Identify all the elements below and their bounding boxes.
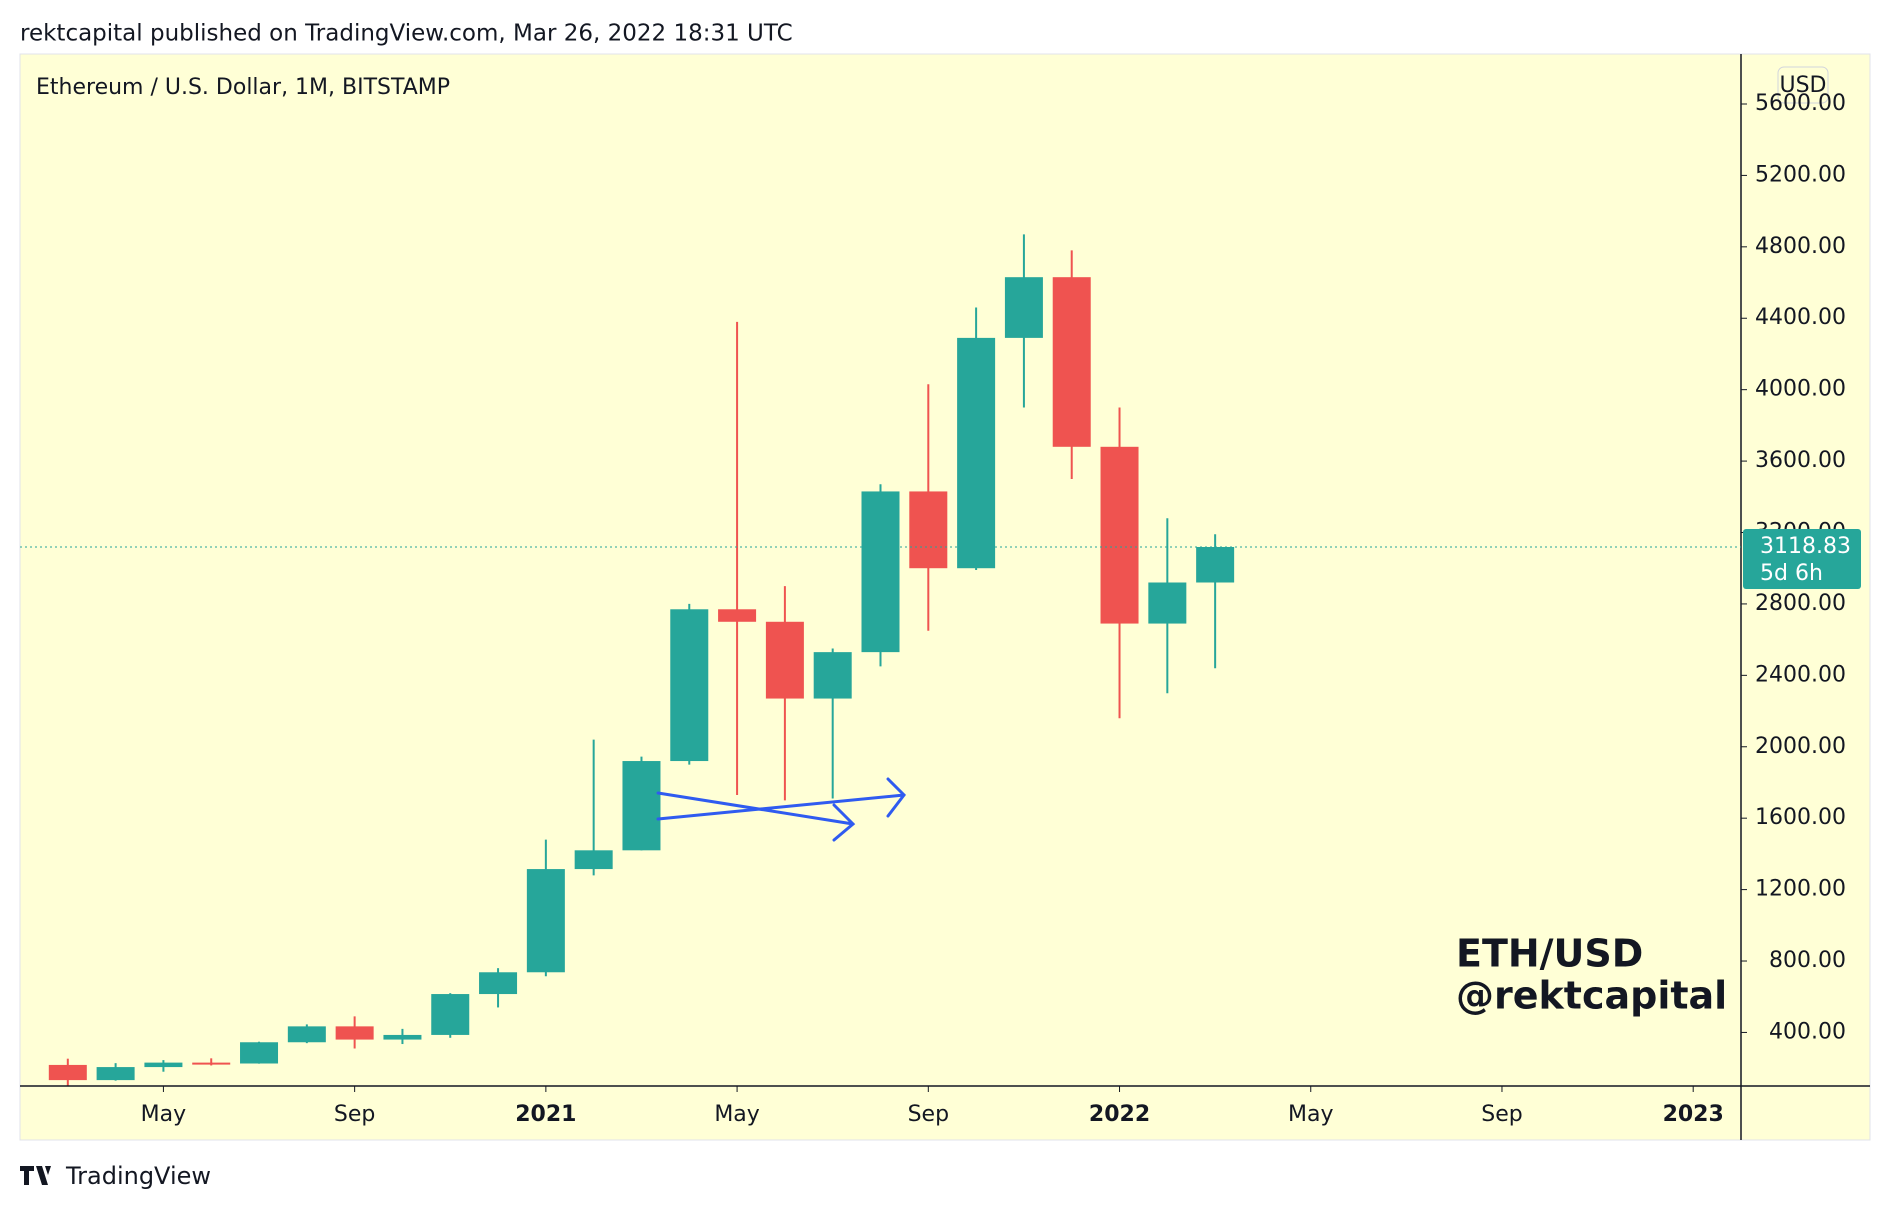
y-tick-label: 1200.00 (1755, 877, 1846, 902)
candle-body (574, 850, 613, 870)
chart-background (19, 53, 1871, 1141)
candle-body (622, 761, 661, 851)
arrows-drawing (656, 777, 906, 842)
x-tick-label: Sep (1481, 1102, 1522, 1127)
candle-body (765, 621, 804, 699)
currency: USD (1779, 73, 1826, 98)
x-tick-label: May (1288, 1102, 1333, 1127)
candle-body (1100, 446, 1139, 624)
candle-body (526, 869, 565, 973)
candle-body (1004, 277, 1043, 338)
y-tick-label: 4000.00 (1755, 377, 1846, 402)
candle-body (909, 491, 948, 569)
y-tick-label: 4800.00 (1755, 234, 1846, 259)
y-tick-label: 800.00 (1769, 948, 1846, 973)
candle-body (240, 1042, 279, 1064)
x-tick-label: 2023 (1663, 1102, 1724, 1127)
candle-body (287, 1026, 326, 1043)
currency-box (1777, 66, 1829, 104)
candle-body (431, 994, 470, 1035)
watermark: @rektcapital (1456, 974, 1727, 1018)
x-tick-label: 2022 (1089, 1102, 1150, 1127)
candle-body (192, 1062, 231, 1065)
y-tick-label: 2000.00 (1755, 734, 1846, 759)
candle-body (144, 1062, 183, 1068)
candle-body (335, 1026, 374, 1040)
candle-body (96, 1067, 135, 1081)
y-tick-label: 1600.00 (1755, 805, 1846, 830)
last-price-label: 3118.83 (1760, 534, 1851, 559)
symbol-title: Ethereum / U.S. Dollar, 1M, BITSTAMP (36, 75, 450, 100)
y-tick-label: 4400.00 (1755, 305, 1846, 330)
y-tick-label: 5200.00 (1755, 162, 1846, 187)
candle-body (813, 652, 852, 699)
candle-body (1196, 546, 1235, 583)
candle-body (1148, 582, 1187, 624)
candle-body (718, 609, 757, 622)
y-tick-label: 2400.00 (1755, 662, 1846, 687)
brand: TradingView (20, 1162, 211, 1190)
x-tick-label: May (141, 1102, 186, 1127)
candle-body (383, 1034, 422, 1040)
footer: TradingView (65, 1162, 211, 1190)
watermark: ETH/USD (1456, 932, 1643, 976)
x-tick-label: Sep (334, 1102, 375, 1127)
y-tick-label: 2800.00 (1755, 591, 1846, 616)
candle-body (861, 491, 900, 653)
y-tick-label: 5600.00 (1755, 91, 1846, 116)
last-price-badge (1743, 528, 1861, 589)
candle-body (957, 337, 996, 569)
x-tick-label: Sep (908, 1102, 949, 1127)
candle-body (670, 609, 709, 762)
y-tick-label: 3600.00 (1755, 448, 1846, 473)
header: rektcapital published on TradingView.com… (20, 21, 793, 47)
y-tick-label: 400.00 (1769, 1019, 1846, 1044)
x-tick-label: 2021 (515, 1102, 576, 1127)
candle-body (1052, 277, 1091, 447)
candle-body (479, 972, 518, 995)
candle-body (48, 1064, 87, 1081)
logo (20, 1166, 51, 1185)
x-tick-label: May (714, 1102, 759, 1127)
arrow (656, 777, 906, 821)
countdown: 5d 6h (1760, 561, 1823, 586)
